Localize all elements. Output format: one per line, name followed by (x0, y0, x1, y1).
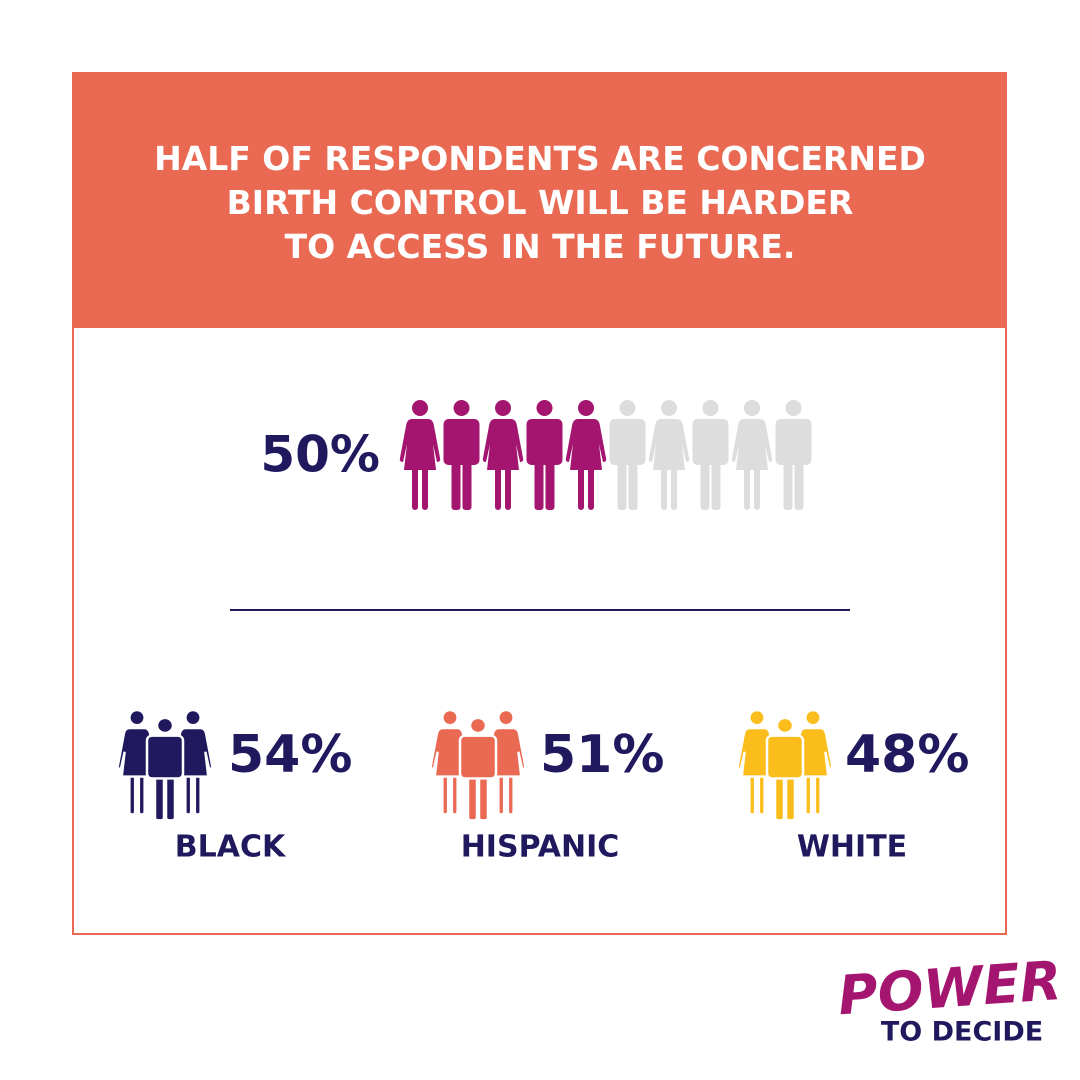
icon-body (526, 419, 563, 465)
icon-head (453, 400, 470, 416)
male-icon (609, 400, 646, 510)
icon-leg (794, 460, 804, 510)
icon-leg (412, 464, 418, 510)
icon-head (804, 708, 822, 727)
icon-leg (578, 464, 584, 510)
icon-body (458, 734, 498, 780)
icon-leg (617, 460, 627, 510)
icon-leg (783, 460, 793, 510)
female-icon (482, 400, 524, 510)
group-label: BLACK (175, 830, 287, 865)
group-stat: 48% (845, 725, 969, 785)
icon-body (765, 734, 805, 780)
icon-leg (661, 464, 667, 510)
icon-head (441, 708, 459, 727)
group-icon (429, 708, 527, 822)
icon-body (145, 734, 185, 780)
icon-head (661, 400, 677, 416)
header-band (72, 72, 1007, 328)
icon-head (495, 400, 511, 416)
group-label: WHITE (797, 830, 907, 865)
icon-head (744, 400, 760, 416)
logo-to-decide: TO DECIDE (881, 1017, 1043, 1048)
icon-leg (505, 464, 511, 510)
male-icon (443, 400, 480, 510)
icon-body (648, 419, 690, 470)
icon-leg (545, 460, 555, 510)
icon-leg (422, 464, 428, 510)
icon-body (443, 419, 480, 465)
icon-head (748, 708, 766, 727)
icon-leg (628, 460, 638, 510)
group-label: HISPANIC (461, 830, 620, 865)
icon-leg (451, 460, 461, 510)
icon-head (468, 716, 488, 735)
icon-leg (671, 464, 677, 510)
icon-leg (534, 460, 544, 510)
icon-head (578, 400, 594, 416)
icon-leg (700, 460, 710, 510)
icon-head (128, 708, 146, 727)
male-icon (526, 400, 563, 510)
icon-head (702, 400, 719, 416)
icon-body (399, 419, 441, 470)
icon-head (412, 400, 428, 416)
icon-leg (754, 464, 760, 510)
icon-body (565, 419, 607, 470)
female-icon (731, 400, 773, 510)
icon-head (497, 708, 515, 727)
logo-power: POWER (836, 949, 1063, 1027)
icon-leg (588, 464, 594, 510)
icon-head (184, 708, 202, 727)
male-icon (458, 716, 498, 822)
icon-head (785, 400, 802, 416)
icon-head (775, 716, 795, 735)
male-icon (775, 400, 812, 510)
icon-body (775, 419, 812, 465)
female-icon (565, 400, 607, 510)
female-icon (399, 400, 441, 510)
icon-leg (164, 772, 177, 822)
male-icon (765, 716, 805, 822)
icon-head (155, 716, 175, 735)
icon-leg (711, 460, 721, 510)
icon-body (482, 419, 524, 470)
icon-head (619, 400, 636, 416)
group-icon (116, 708, 214, 822)
icon-leg (784, 772, 797, 822)
icon-body (692, 419, 729, 465)
icon-body (609, 419, 646, 465)
group-stat: 51% (540, 725, 664, 785)
title: HALF OF RESPONDENTS ARE CONCERNED BIRTH C… (154, 139, 926, 266)
group-stat: 54% (228, 725, 352, 785)
icon-leg (477, 772, 490, 822)
icon-leg (744, 464, 750, 510)
icon-leg (495, 464, 501, 510)
icon-leg (773, 772, 786, 822)
overall-value: 50% (260, 426, 380, 484)
icon-head (536, 400, 553, 416)
female-icon (648, 400, 690, 510)
icon-leg (466, 772, 479, 822)
male-icon (145, 716, 185, 822)
icon-leg (153, 772, 166, 822)
male-icon (692, 400, 729, 510)
icon-leg (462, 460, 472, 510)
group-icon (736, 708, 834, 822)
icon-body (731, 419, 773, 470)
